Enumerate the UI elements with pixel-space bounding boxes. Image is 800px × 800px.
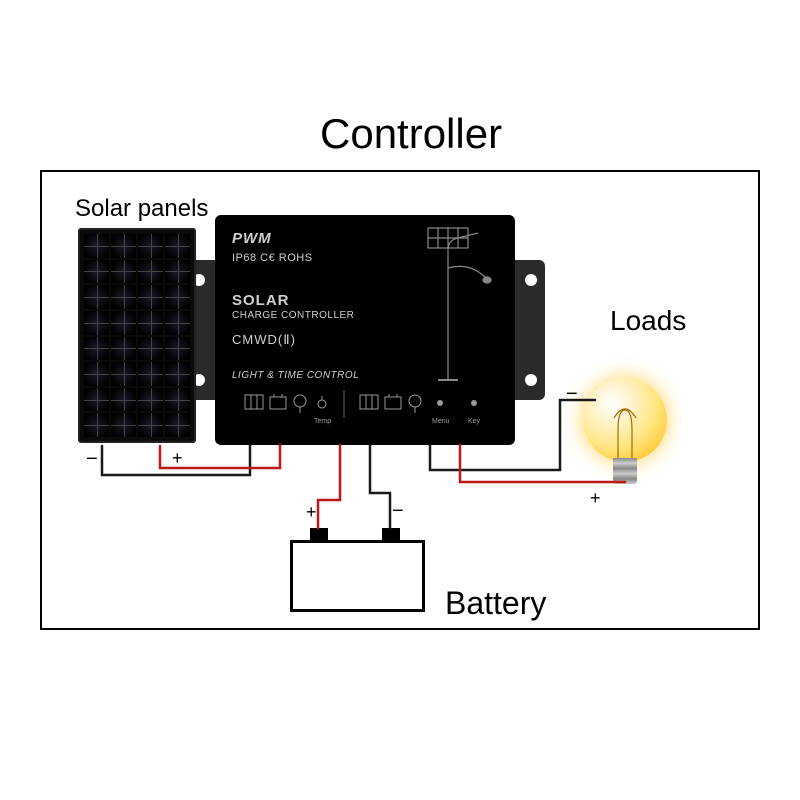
label-controller: Controller xyxy=(320,110,502,158)
controller-body xyxy=(215,215,515,445)
solar-cell xyxy=(111,413,136,437)
solar-cell xyxy=(165,413,190,437)
solar-cell xyxy=(138,388,163,412)
battery xyxy=(290,540,425,612)
solar-cell xyxy=(111,388,136,412)
solar-cell xyxy=(165,362,190,386)
controller-brand: PWM xyxy=(232,230,272,247)
solar-cell xyxy=(165,234,190,258)
controller-title2: CHARGE CONTROLLER xyxy=(232,310,354,321)
label-loads: Loads xyxy=(610,305,686,337)
solar-panel xyxy=(78,228,196,443)
label-battery: Battery xyxy=(445,585,546,622)
solar-cell xyxy=(84,362,109,386)
solar-cell xyxy=(84,260,109,284)
polarity-plus: + xyxy=(172,448,183,469)
polarity-minus: − xyxy=(566,383,578,406)
solar-cell xyxy=(84,285,109,309)
polarity-minus: − xyxy=(392,500,404,523)
bulb-base xyxy=(613,458,637,484)
solar-cell xyxy=(84,234,109,258)
solar-cell xyxy=(111,362,136,386)
solar-cell xyxy=(138,260,163,284)
controller-title1: SOLAR xyxy=(232,292,290,309)
solar-cell xyxy=(84,388,109,412)
solar-cell xyxy=(111,311,136,335)
solar-cell xyxy=(165,285,190,309)
bulb-glass xyxy=(583,378,667,462)
solar-cell xyxy=(165,260,190,284)
solar-cell xyxy=(84,413,109,437)
solar-cell xyxy=(111,285,136,309)
solar-cell xyxy=(165,311,190,335)
solar-cell xyxy=(138,337,163,361)
solar-cell xyxy=(111,337,136,361)
solar-cell xyxy=(111,260,136,284)
polarity-minus: − xyxy=(86,448,98,471)
polarity-plus: + xyxy=(590,488,601,509)
controller-mode: LIGHT & TIME CONTROL xyxy=(232,370,359,381)
solar-cell xyxy=(138,285,163,309)
solar-cell xyxy=(138,234,163,258)
solar-cell xyxy=(138,311,163,335)
battery-terminal-neg xyxy=(382,528,400,542)
solar-cell xyxy=(138,413,163,437)
battery-terminal-pos xyxy=(310,528,328,542)
solar-cell xyxy=(165,388,190,412)
solar-cell xyxy=(165,337,190,361)
label-solar-panels: Solar panels xyxy=(75,195,208,223)
polarity-plus: + xyxy=(306,502,317,523)
solar-cell xyxy=(111,234,136,258)
controller-cert: IP68 C€ ROHS xyxy=(232,252,313,264)
solar-cell xyxy=(84,311,109,335)
solar-cell xyxy=(138,362,163,386)
solar-cell xyxy=(84,337,109,361)
controller-model: CMWD(Ⅱ) xyxy=(232,332,296,348)
